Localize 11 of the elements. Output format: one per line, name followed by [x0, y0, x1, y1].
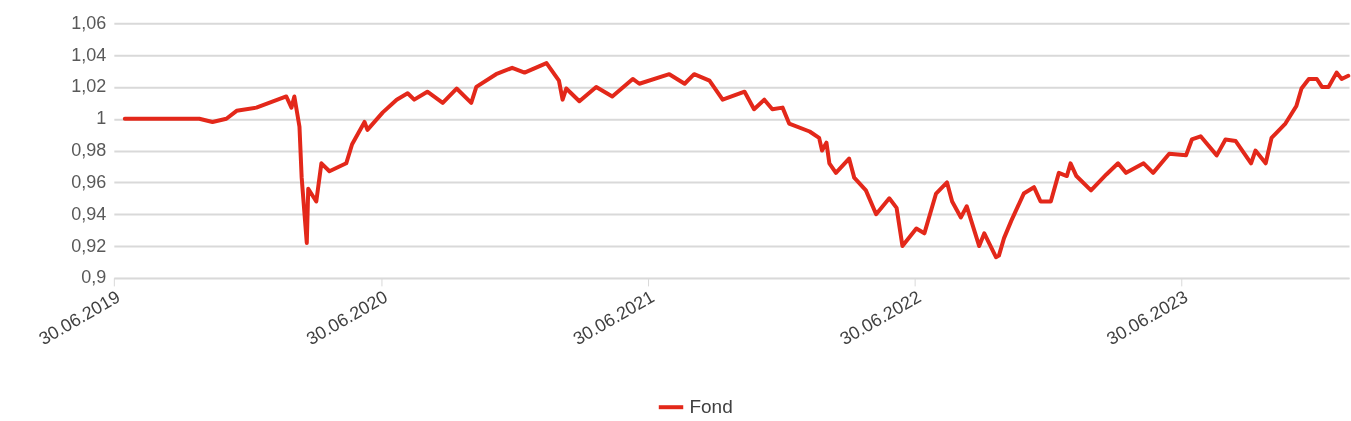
line-series	[122, 61, 1351, 260]
y-tick-label: 0,96	[71, 171, 107, 192]
legend-label: Fond	[689, 396, 733, 418]
y-tick-label: 0,92	[71, 235, 107, 256]
y-tick-label: 0,98	[71, 140, 107, 161]
y-tick-label: 1,04	[71, 44, 107, 65]
y-tick-label: 1,06	[71, 12, 107, 33]
y-tick-label: 1	[96, 108, 107, 129]
y-tick-label: 1,02	[71, 76, 107, 97]
y-tick-label: 0,9	[81, 267, 107, 288]
y-tick-label: 0,94	[71, 203, 107, 224]
